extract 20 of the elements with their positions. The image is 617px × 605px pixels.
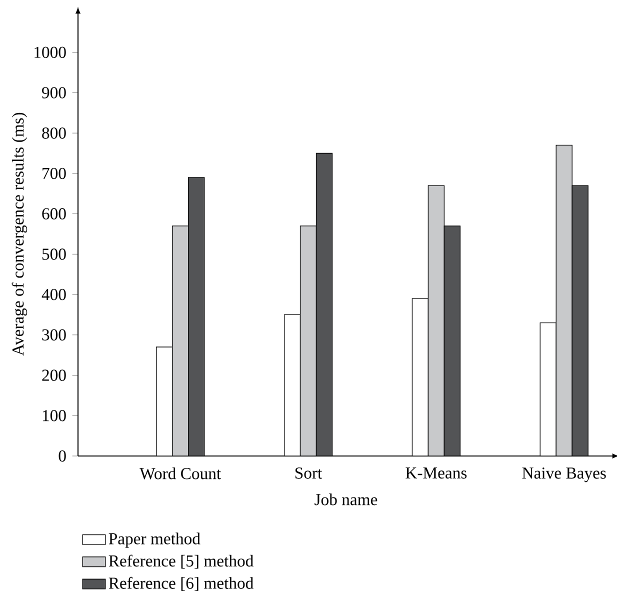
y-tick-label: 900 [42, 87, 66, 98]
y-tick-label: 100 [42, 410, 66, 422]
y-tick-label: 600 [42, 208, 66, 220]
y-tick-label: 500 [42, 248, 66, 260]
y-axis-title: Average of convergence results (ms) [12, 112, 28, 356]
y-tick-label: 0 [58, 450, 66, 462]
y-tick-label: 1000 [34, 46, 66, 58]
x-axis-title: Job name [314, 494, 378, 506]
y-tick-label: 700 [42, 168, 66, 180]
legend-label: Paper method [108, 532, 200, 548]
legend-label: Reference [5] method [108, 554, 254, 569]
y-tick-label: 200 [42, 370, 66, 381]
y-tick-label: 800 [42, 127, 66, 139]
x-tick-label: Word Count [140, 468, 221, 480]
y-tick-label: 400 [42, 288, 66, 300]
y-tick-label: 300 [42, 329, 66, 341]
x-tick-label: Sort [295, 467, 322, 479]
legend-label: Reference [6] method [108, 576, 254, 591]
x-tick-label: K-Means [406, 467, 467, 479]
x-tick-label: Naive Bayes [522, 467, 606, 482]
